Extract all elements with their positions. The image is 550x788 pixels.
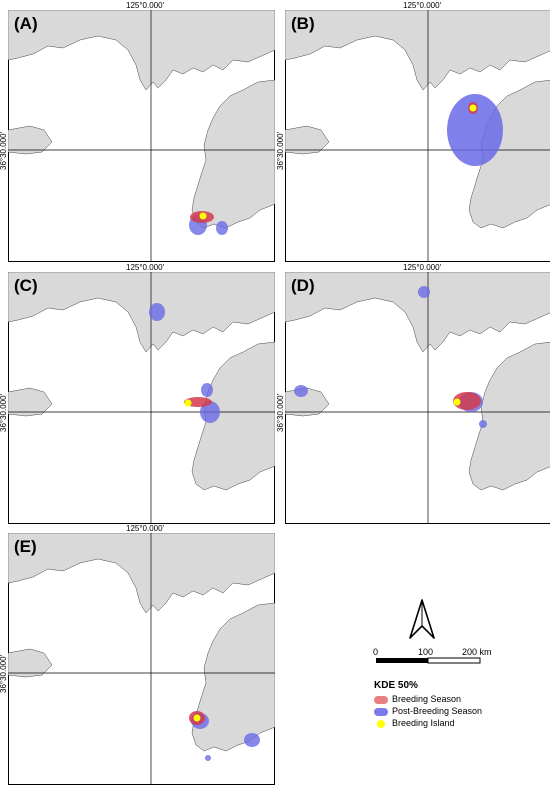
latitude-label-e: 36°30.000': [0, 654, 8, 693]
post-breeding-kde: [205, 755, 211, 761]
scale-tick-200: 200 km: [462, 647, 492, 657]
legend-label-breeding: Breeding Season: [392, 694, 462, 704]
breeding-island-marker: [199, 212, 207, 220]
latitude-label-d: 36°30.000': [276, 393, 285, 432]
map-legend: 0 100 200 km KDE 50% Breeding Season Pos…: [360, 596, 540, 729]
panel-label-c: (C): [14, 276, 38, 295]
breeding-island-marker: [184, 399, 192, 407]
map-panel-c: [8, 272, 275, 524]
map-canvas: [8, 533, 275, 785]
scale-tick-0: 0: [373, 647, 379, 657]
post-breeding-kde: [294, 385, 308, 397]
map-canvas: [285, 272, 550, 524]
map-canvas: [285, 10, 550, 262]
legend-title: KDE 50%: [374, 680, 418, 691]
breeding-kde: [453, 392, 481, 410]
post-breeding-kde: [201, 383, 213, 397]
latitude-label-c: 36°30.000': [0, 393, 8, 432]
north-arrow-icon: [409, 599, 435, 639]
latitude-label-b: 36°30.000': [276, 131, 285, 170]
map-panel-e: [8, 533, 275, 785]
legend-swatch-island: [377, 719, 385, 728]
longitude-label-a: 125°0.000': [126, 1, 165, 10]
longitude-label-b: 125°0.000': [403, 1, 442, 10]
map-panel-a: [8, 10, 275, 262]
map-canvas: [8, 10, 275, 262]
post-breeding-kde: [149, 303, 165, 321]
legend-label-post-breeding: Post-Breeding Season: [392, 706, 483, 716]
legend-label-island: Breeding Island: [392, 718, 455, 728]
breeding-island-marker: [193, 714, 201, 722]
scale-tick-100: 100: [418, 647, 434, 657]
post-breeding-kde: [418, 286, 430, 298]
legend-swatch-post-breeding: [374, 707, 388, 716]
scale-bar: [376, 657, 481, 664]
panel-label-a: (A): [14, 14, 38, 33]
post-breeding-kde: [216, 221, 228, 235]
post-breeding-kde: [200, 401, 220, 423]
post-breeding-kde: [244, 733, 260, 747]
panel-label-e: (E): [14, 537, 37, 556]
post-breeding-kde: [447, 94, 503, 166]
legend-item-island: Breeding Island: [374, 717, 455, 729]
longitude-label-c: 125°0.000': [126, 263, 165, 272]
breeding-island-marker: [453, 398, 461, 406]
longitude-label-d: 125°0.000': [403, 263, 442, 272]
north-arrow-and-scale: [376, 599, 481, 664]
breeding-island-marker: [469, 104, 477, 112]
map-panel-b: [285, 10, 550, 262]
panel-label-b: (B): [291, 14, 315, 33]
latitude-label-a: 36°30.000': [0, 131, 8, 170]
legend-item-post-breeding: Post-Breeding Season: [374, 705, 482, 717]
legend-item-breeding: Breeding Season: [374, 693, 461, 705]
longitude-label-e: 125°0.000': [126, 524, 165, 533]
panel-label-d: (D): [291, 276, 315, 295]
post-breeding-kde: [479, 420, 487, 428]
map-canvas: [8, 272, 275, 524]
legend-swatch-breeding: [374, 695, 388, 704]
map-panel-d: [285, 272, 550, 524]
